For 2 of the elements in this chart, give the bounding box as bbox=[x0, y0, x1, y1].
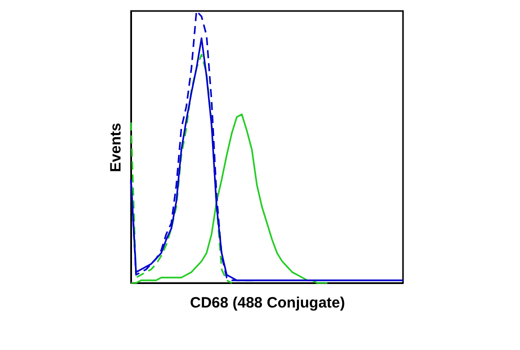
y-axis-title: Events bbox=[108, 122, 124, 172]
x-axis-title: CD68 (488 Conjugate) bbox=[190, 294, 346, 312]
